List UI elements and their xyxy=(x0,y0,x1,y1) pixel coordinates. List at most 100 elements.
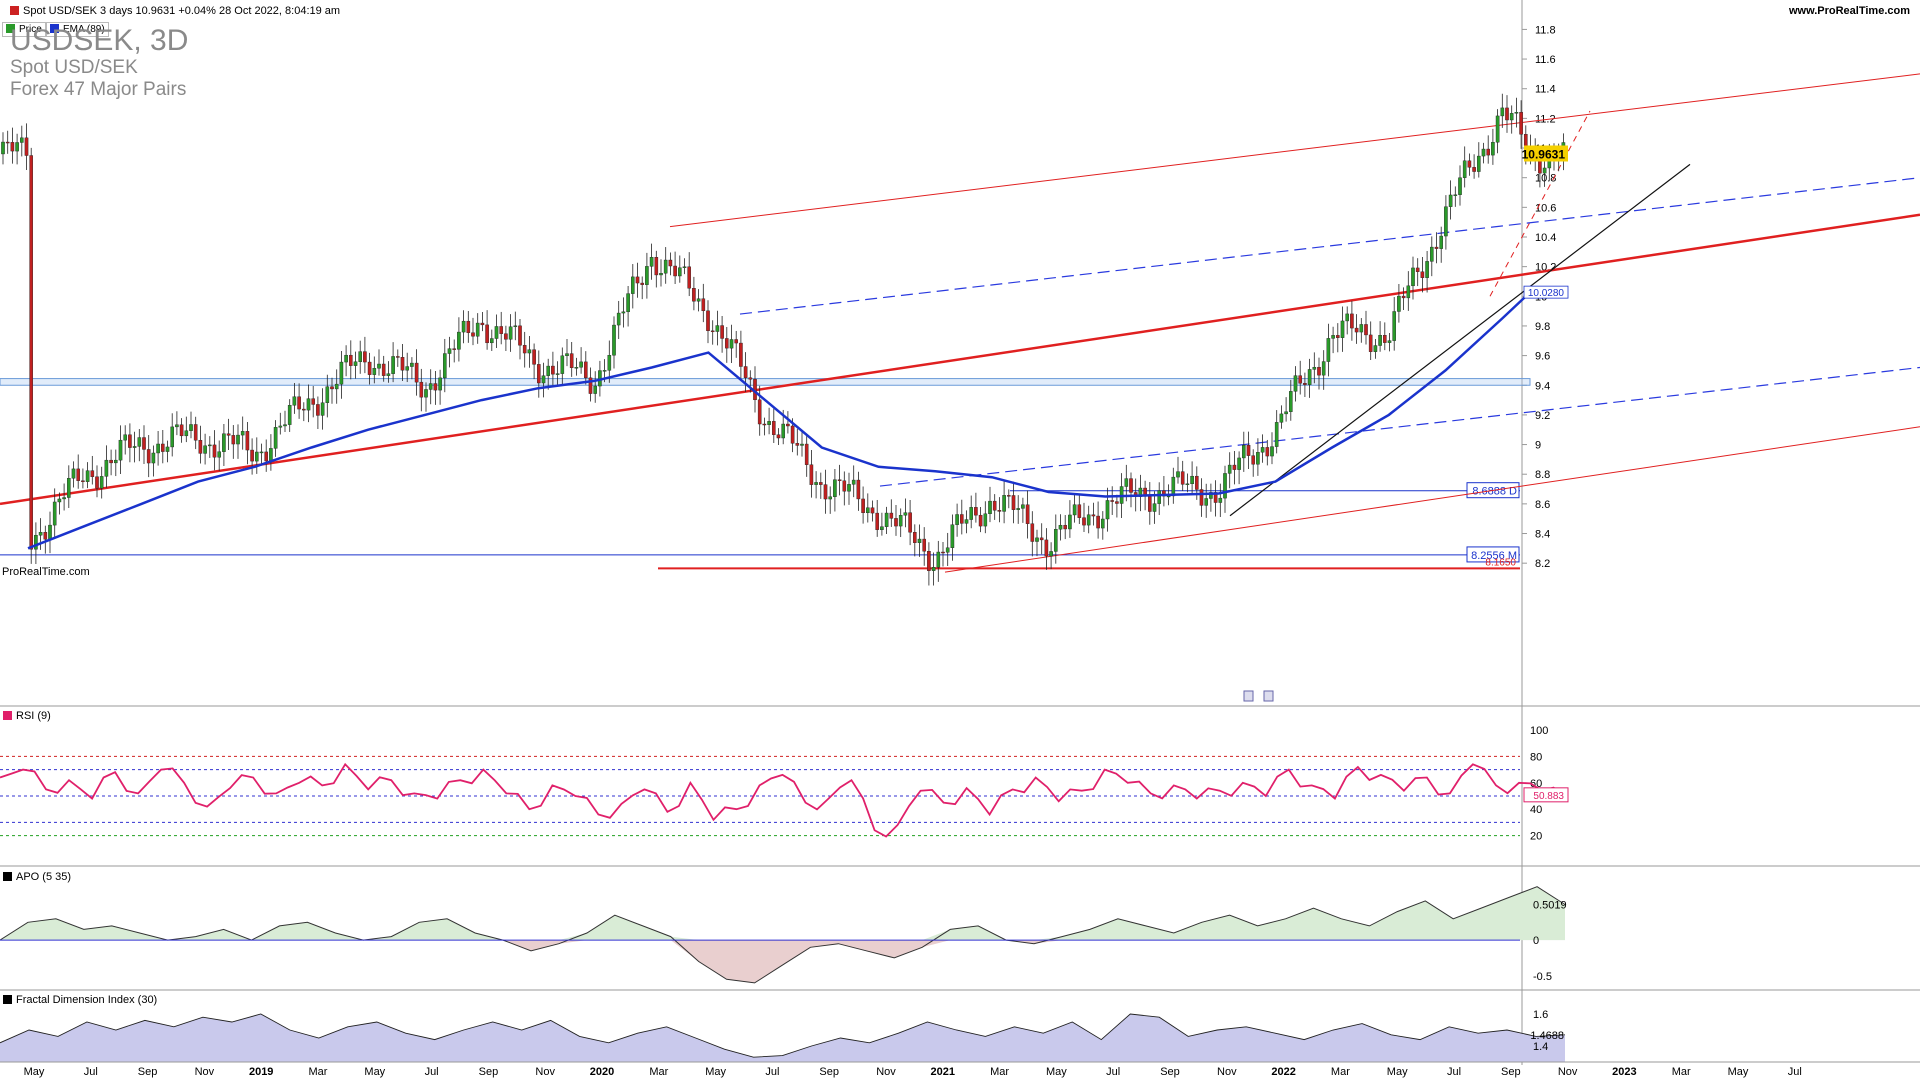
candle-body xyxy=(132,446,137,448)
candle-body xyxy=(1472,167,1476,172)
candle-body xyxy=(776,434,781,439)
candle-body xyxy=(565,353,569,357)
price-tick-label: 11.4 xyxy=(1535,84,1556,96)
candle-body xyxy=(701,298,706,312)
candle-body xyxy=(1105,500,1110,520)
candle-body xyxy=(1260,447,1265,453)
candle-body xyxy=(1298,375,1302,384)
fdi-area xyxy=(0,1014,1565,1062)
candle-body xyxy=(104,459,109,477)
candle-body xyxy=(1232,464,1237,470)
ema-value-label: 10.0280 xyxy=(1528,288,1565,299)
candle-body xyxy=(1176,471,1180,478)
candle-body xyxy=(983,513,988,527)
candle-body xyxy=(560,355,565,374)
candle-body xyxy=(1519,112,1523,135)
candle-body xyxy=(1011,495,1016,510)
candle-body xyxy=(76,468,80,481)
candle-body xyxy=(673,265,677,277)
candle-body xyxy=(1350,313,1354,329)
candle-body xyxy=(847,484,851,492)
candle-body xyxy=(762,423,767,426)
x-tick-label: 2020 xyxy=(590,1066,614,1078)
candle-body xyxy=(1312,366,1317,370)
price-tick-label: 8.6 xyxy=(1535,499,1550,511)
candle-body xyxy=(1256,452,1260,465)
price-tick-label: 10.8 xyxy=(1535,173,1556,185)
price-tick-label: 10.4 xyxy=(1535,232,1556,244)
candle-body xyxy=(654,257,659,276)
candle-body xyxy=(950,524,955,548)
candle-body xyxy=(1509,113,1514,121)
fdi-tick-label: 1.4688 xyxy=(1530,1030,1564,1042)
support-zone xyxy=(0,378,1531,386)
site-link[interactable]: www.ProRealTime.com xyxy=(1788,5,1910,17)
candle-body xyxy=(569,353,574,369)
candle-body xyxy=(635,276,640,284)
candle-body xyxy=(710,330,715,333)
price-tick-label: 8.4 xyxy=(1535,529,1550,541)
candle-body xyxy=(66,478,71,498)
rsi-line xyxy=(0,762,1566,838)
candle-body xyxy=(320,402,325,416)
price-color-icon xyxy=(6,24,15,33)
x-tick-label: May xyxy=(705,1066,726,1078)
candle-body xyxy=(861,498,865,514)
candle-body xyxy=(969,507,973,520)
candle-body xyxy=(649,257,654,267)
x-tick-label: Mar xyxy=(1331,1066,1350,1078)
x-tick-label: 2019 xyxy=(249,1066,273,1078)
candle-body xyxy=(819,482,823,485)
candle-body xyxy=(316,404,320,416)
black-trendline xyxy=(1229,163,1691,517)
candle-body xyxy=(1063,524,1067,530)
candle-body xyxy=(184,430,189,437)
candle-body xyxy=(1293,375,1298,392)
candle-body xyxy=(814,482,818,485)
candle-body xyxy=(1429,246,1434,262)
candle-body xyxy=(273,427,278,449)
chart-title: USDSEK, 3D xyxy=(10,24,189,57)
candle-body xyxy=(842,480,847,492)
candle-body xyxy=(38,532,43,536)
candle-body xyxy=(1317,366,1321,376)
candle-body xyxy=(137,437,142,447)
x-tick-label: Sep xyxy=(1160,1066,1180,1078)
price-tick-label: 9.2 xyxy=(1535,410,1550,422)
candle-body xyxy=(123,434,127,441)
legend-ema[interactable]: EMA (89) xyxy=(46,22,109,37)
candle-body xyxy=(443,353,447,379)
legend-price[interactable]: Price xyxy=(2,22,46,37)
candle-body xyxy=(1209,492,1213,499)
candle-body xyxy=(1180,471,1185,485)
candle-body xyxy=(555,373,560,375)
candle-body xyxy=(250,449,254,462)
candle-body xyxy=(588,377,593,394)
ema-line xyxy=(27,290,1532,550)
candle-body xyxy=(1495,115,1500,143)
candle-body xyxy=(57,498,62,503)
x-tick-label: 2023 xyxy=(1612,1066,1636,1078)
candle-body xyxy=(1321,361,1326,376)
candle-body xyxy=(1303,382,1307,385)
candle-body xyxy=(1481,148,1486,157)
candle-body xyxy=(217,451,222,458)
last-price-label: 10.9631 xyxy=(1522,147,1566,161)
apo-tick-label: 0.5019 xyxy=(1533,899,1567,911)
candle-body xyxy=(626,293,630,313)
candle-body xyxy=(62,497,66,500)
candle-body xyxy=(471,332,475,337)
candle-body xyxy=(537,364,541,384)
rsi-legend-icon xyxy=(3,711,12,720)
blue-dashed-lower xyxy=(879,366,1920,487)
candle-body xyxy=(1190,475,1194,485)
candle-body xyxy=(146,449,151,464)
candle-body xyxy=(34,534,38,550)
x-tick-label: May xyxy=(1728,1066,1749,1078)
red-channel-lower xyxy=(944,426,1920,573)
candle-body xyxy=(1110,500,1114,502)
candle-body xyxy=(1284,411,1288,415)
candle-body xyxy=(1044,539,1049,557)
level-label-box xyxy=(1466,546,1520,563)
